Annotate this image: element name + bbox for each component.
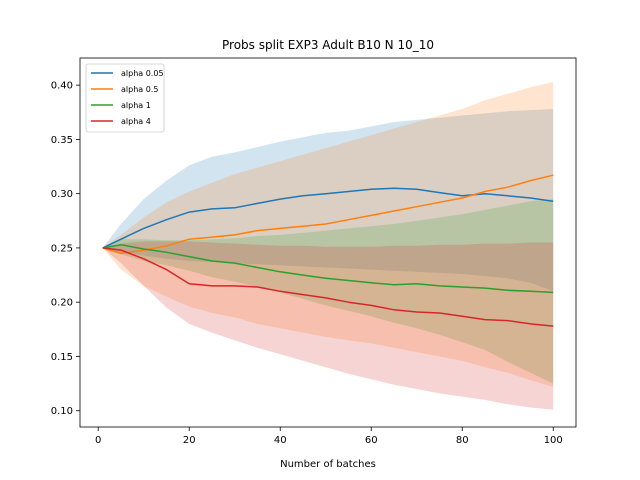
band-series-3	[102, 241, 554, 410]
legend: alpha 0.05 alpha 0.5 alpha 1 alpha 4	[85, 63, 165, 133]
band-series-2	[102, 199, 554, 384]
x-tick-label-2: 40	[274, 435, 287, 446]
legend-box	[85, 63, 165, 133]
x-axis-title: Number of batches	[280, 459, 376, 470]
chart-title: Probs split EXP3 Adult B10 N 10_10	[222, 38, 434, 52]
legend-label-3: alpha 4	[121, 117, 151, 126]
series-lines	[102, 174, 554, 327]
x-axis: 0 20 40 60 80 100	[95, 427, 563, 446]
legend-label-0: alpha 0.05	[121, 69, 164, 78]
plot-frame	[79, 57, 577, 428]
x-tick-label-3: 60	[365, 435, 378, 446]
band-series-1	[102, 81, 554, 387]
x-tick-label-0: 0	[95, 435, 101, 446]
legend-label-1: alpha 0.5	[121, 85, 158, 94]
line-series-3	[102, 247, 554, 327]
legend-label-2: alpha 1	[121, 101, 151, 110]
y-tick-label-1: 0.15	[51, 352, 73, 363]
y-tick-label-0: 0.10	[51, 406, 73, 417]
line-series-1	[102, 174, 554, 255]
x-tick-label-1: 20	[183, 435, 196, 446]
y-tick-label-3: 0.25	[51, 243, 73, 254]
y-tick-label-4: 0.30	[51, 189, 73, 200]
confidence-bands	[102, 81, 554, 410]
y-tick-label-6: 0.40	[51, 81, 73, 92]
x-tick-label-5: 100	[544, 435, 563, 446]
line-series-2	[102, 243, 554, 294]
y-tick-label-2: 0.20	[51, 298, 73, 309]
band-series-0	[102, 109, 554, 292]
y-tick-label-5: 0.35	[51, 135, 73, 146]
x-tick-label-4: 80	[456, 435, 469, 446]
y-axis: 0.10 0.15 0.20 0.25 0.30 0.35 0.40	[51, 81, 80, 417]
